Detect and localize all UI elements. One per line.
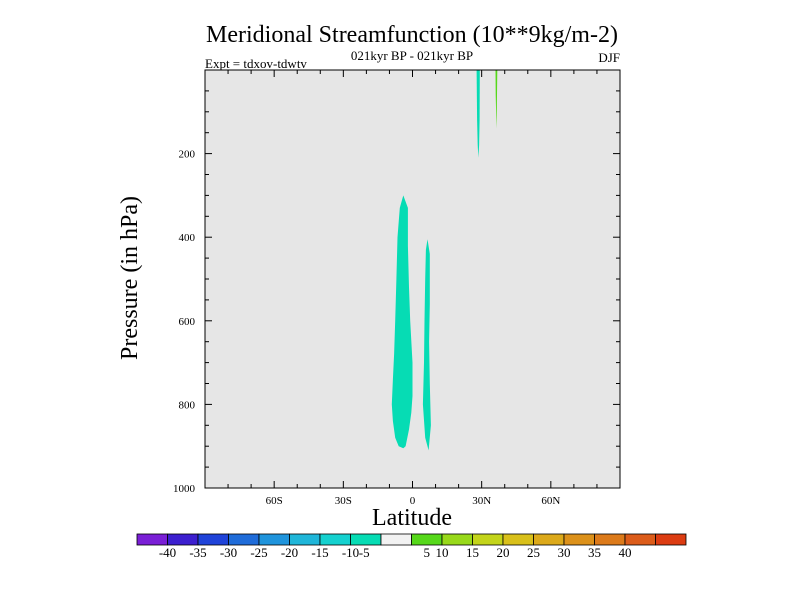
x-tick-label: 30S bbox=[335, 495, 352, 507]
axis-ticks bbox=[204, 69, 621, 489]
y-tick-label: 400 bbox=[179, 232, 196, 244]
colorbar-swatch bbox=[228, 533, 260, 546]
colorbar-label: 15 bbox=[466, 545, 479, 560]
colorbar-swatch bbox=[624, 533, 656, 546]
colorbar-label: -5 bbox=[359, 545, 370, 560]
colorbar-label: -15 bbox=[311, 545, 328, 560]
colorbar-label: 10 bbox=[436, 545, 449, 560]
colorbar-swatch bbox=[563, 533, 595, 546]
colorbar-swatch bbox=[533, 533, 565, 546]
x-tick-label: 30N bbox=[472, 495, 491, 507]
chart-subtitle: 021kyr BP - 021kyr BP bbox=[351, 48, 473, 63]
colorbar-swatch bbox=[380, 533, 412, 546]
colorbar-label: 20 bbox=[497, 545, 510, 560]
colorbar-swatch bbox=[167, 533, 199, 546]
colorbar-swatch bbox=[319, 533, 351, 546]
y-tick-label: 800 bbox=[179, 399, 196, 411]
colorbar-label: 5 bbox=[424, 545, 431, 560]
y-tick-label: 600 bbox=[179, 316, 196, 328]
colorbar-label: -25 bbox=[250, 545, 267, 560]
colorbar-swatch bbox=[350, 533, 382, 546]
contour-regions bbox=[391, 70, 498, 451]
upper-negative-strip-30n bbox=[476, 70, 480, 158]
colorbar-swatch bbox=[502, 533, 534, 546]
colorbar-swatch bbox=[289, 533, 321, 546]
x-tick-labels: 60S 30S 0 30N 60N bbox=[266, 495, 561, 507]
y-tick-label: 1000 bbox=[173, 483, 196, 495]
colorbar-swatch bbox=[655, 533, 687, 546]
colorbar-label: 40 bbox=[619, 545, 632, 560]
colorbar-swatch bbox=[472, 533, 504, 546]
season-label: DJF bbox=[598, 50, 620, 65]
colorbar-label: 30 bbox=[558, 545, 571, 560]
colorbar bbox=[136, 533, 687, 546]
colorbar-label: -10 bbox=[342, 545, 359, 560]
colorbar-swatch bbox=[411, 533, 443, 546]
colorbar-label: -20 bbox=[281, 545, 298, 560]
x-tick-label: 60S bbox=[266, 495, 283, 507]
colorbar-label: -30 bbox=[220, 545, 237, 560]
upper-positive-strip-35n bbox=[495, 70, 498, 129]
plot-background bbox=[205, 70, 620, 488]
colorbar-label: -35 bbox=[189, 545, 206, 560]
colorbar-swatch bbox=[258, 533, 290, 546]
colorbar-labels: -40 -35 -30 -25 -20 -15 -10 -5 5 10 15 20 25 30 35 40 bbox=[159, 545, 632, 560]
x-tick-label: 60N bbox=[541, 495, 560, 507]
y-tick-label: 200 bbox=[179, 149, 196, 161]
colorbar-swatch bbox=[197, 533, 229, 546]
chart-title: Meridional Streamfunction (10**9kg/m-2) bbox=[206, 22, 618, 48]
tropical-negative-cell-south bbox=[391, 195, 413, 449]
colorbar-label: 35 bbox=[588, 545, 601, 560]
x-tick-label: 0 bbox=[410, 495, 416, 507]
y-axis-label: Pressure (in hPa) bbox=[117, 196, 143, 360]
y-tick-labels: 200 400 600 800 1000 bbox=[173, 149, 196, 495]
colorbar-label: 25 bbox=[527, 545, 540, 560]
x-axis-label: Latitude bbox=[372, 505, 452, 531]
colorbar-swatch bbox=[136, 533, 168, 546]
colorbar-swatch bbox=[441, 533, 473, 546]
colorbar-swatch bbox=[594, 533, 626, 546]
tropical-negative-cell-north bbox=[422, 239, 431, 451]
experiment-label: Expt = tdxov-tdwtv bbox=[205, 56, 307, 71]
colorbar-label: -40 bbox=[159, 545, 176, 560]
